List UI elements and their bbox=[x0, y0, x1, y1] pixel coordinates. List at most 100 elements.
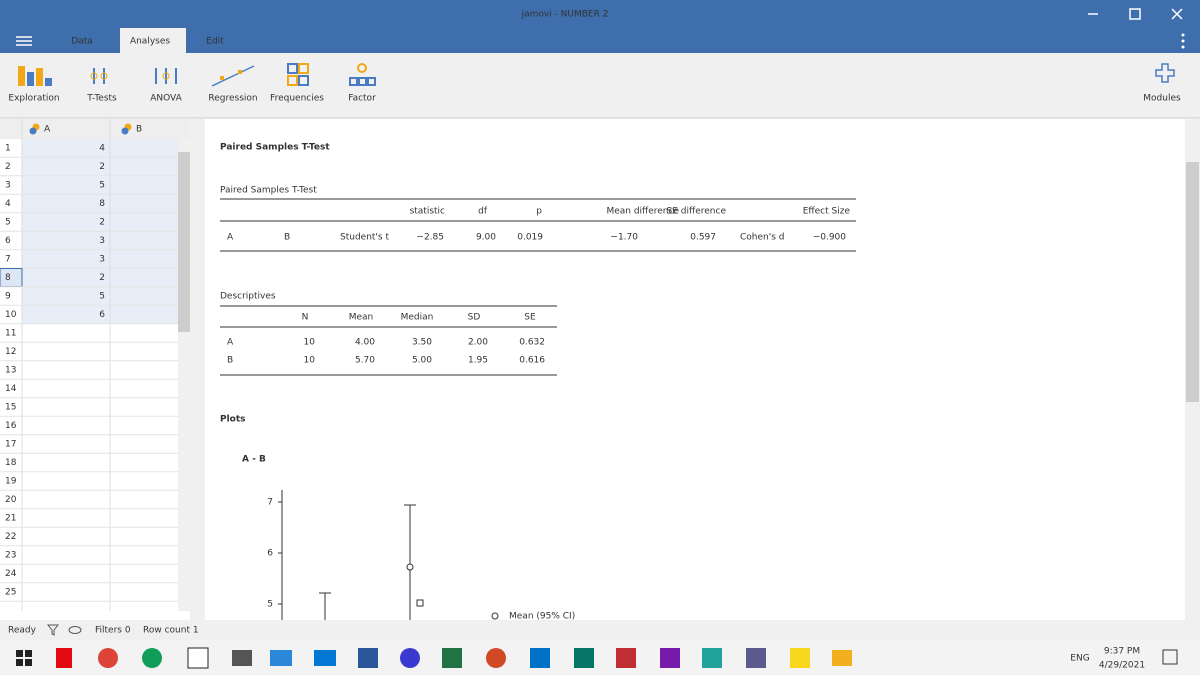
column-header: df bbox=[478, 207, 488, 217]
legend-symbol bbox=[491, 612, 499, 620]
table-cell: 4.00 bbox=[355, 338, 375, 348]
cell: 6 bbox=[99, 310, 105, 320]
plot-title: A - B bbox=[242, 455, 266, 465]
results-scroll-thumb[interactable] bbox=[1186, 162, 1199, 402]
table-cell: A bbox=[227, 233, 234, 243]
results-title: Paired Samples T-Test bbox=[220, 143, 330, 153]
row-number: 4 bbox=[5, 199, 11, 209]
column-header: SE difference bbox=[667, 207, 727, 217]
taskbar-icons[interactable] bbox=[16, 647, 1178, 669]
row-number: 2 bbox=[5, 162, 11, 172]
row-number: 8 bbox=[5, 273, 11, 283]
table-cell: Student's t bbox=[340, 233, 389, 243]
row-number: 12 bbox=[5, 347, 16, 357]
cell: 5 bbox=[99, 181, 105, 191]
row-number: 15 bbox=[5, 403, 16, 413]
toolbar-label[interactable]: Modules bbox=[1143, 94, 1181, 104]
maximize[interactable] bbox=[1129, 8, 1141, 20]
row-number: 14 bbox=[5, 384, 17, 394]
mean-point bbox=[406, 563, 414, 571]
row-number: 1 bbox=[5, 144, 11, 154]
tab[interactable]: Data bbox=[71, 37, 93, 47]
table-cell: 10 bbox=[304, 338, 316, 348]
toolbar-icons bbox=[18, 63, 1175, 87]
taskbar bbox=[0, 640, 1200, 675]
tab[interactable]: Analyses bbox=[130, 37, 170, 47]
window-controls[interactable] bbox=[16, 8, 1183, 46]
cell: 2 bbox=[99, 162, 105, 172]
close[interactable] bbox=[1171, 8, 1183, 20]
cell: 8 bbox=[99, 199, 105, 209]
column-name: B bbox=[136, 125, 142, 135]
table-cell: A bbox=[227, 338, 234, 348]
clock: 9:37 PM bbox=[1104, 647, 1140, 657]
table-cell: B bbox=[227, 356, 233, 366]
row-number: 25 bbox=[5, 588, 16, 598]
row-number: 13 bbox=[5, 366, 16, 376]
column-header: statistic bbox=[410, 207, 445, 217]
filter-icon bbox=[46, 624, 60, 636]
toolbar-label[interactable]: Factor bbox=[348, 94, 376, 104]
toolbar-label[interactable]: Frequencies bbox=[270, 94, 324, 104]
row-number: 19 bbox=[5, 477, 17, 487]
table-cell: 10 bbox=[304, 356, 316, 366]
column-name: A bbox=[44, 125, 51, 135]
row-number: 5 bbox=[5, 218, 11, 228]
tab[interactable]: Edit bbox=[206, 37, 224, 47]
row-number: 3 bbox=[5, 181, 11, 191]
table-cell: −1.70 bbox=[610, 233, 638, 243]
window-title: jamovi - NUMBER 2 bbox=[521, 10, 609, 20]
column-icon bbox=[29, 127, 37, 135]
table-caption: Paired Samples T-Test bbox=[220, 186, 317, 196]
active-tab[interactable] bbox=[120, 28, 186, 53]
row-number: 7 bbox=[5, 255, 11, 265]
toolbar-label[interactable]: T-Tests bbox=[86, 94, 117, 104]
column-icon bbox=[121, 127, 129, 135]
row-number: 11 bbox=[5, 329, 16, 339]
menu[interactable] bbox=[16, 36, 32, 46]
status-text: Ready bbox=[8, 626, 37, 636]
row-number: 6 bbox=[5, 236, 11, 246]
column-header: Median bbox=[401, 313, 434, 323]
table-cell: B bbox=[284, 233, 290, 243]
toolbar-label[interactable]: Regression bbox=[208, 94, 257, 104]
row-number: 10 bbox=[5, 310, 17, 320]
cell: 2 bbox=[99, 218, 105, 228]
toolbar-label[interactable]: ANOVA bbox=[150, 94, 182, 104]
section-title: Plots bbox=[220, 415, 246, 425]
column-header: SD bbox=[468, 313, 481, 323]
column-header: N bbox=[302, 313, 309, 323]
scroll-thumb[interactable] bbox=[178, 152, 190, 332]
point bbox=[416, 599, 424, 607]
title-bar bbox=[0, 0, 1200, 53]
y-tick-label: 6 bbox=[267, 549, 273, 559]
table-cell: −0.900 bbox=[813, 233, 847, 243]
toolbar bbox=[0, 53, 1200, 118]
table-cell: −2.85 bbox=[416, 233, 444, 243]
table-cell: 9.00 bbox=[476, 233, 496, 243]
more[interactable] bbox=[1181, 33, 1185, 49]
visibility-icon bbox=[68, 626, 82, 634]
status-text: Filters 0 bbox=[95, 626, 131, 636]
column-header: Effect Size bbox=[803, 207, 851, 217]
row-number: 22 bbox=[5, 532, 16, 542]
toolbar-label[interactable]: Exploration bbox=[8, 94, 59, 104]
status-bar bbox=[0, 620, 1200, 640]
cell: 2 bbox=[99, 273, 105, 283]
column-header: SE bbox=[524, 313, 536, 323]
table-cell: 5.70 bbox=[355, 356, 375, 366]
splitter[interactable] bbox=[190, 119, 205, 620]
table-cell: 5.00 bbox=[412, 356, 432, 366]
cell: 4 bbox=[99, 144, 105, 154]
row-number: 20 bbox=[5, 495, 17, 505]
table-cell: Cohen's d bbox=[740, 233, 784, 243]
table-cell: 0.019 bbox=[517, 233, 543, 243]
column-header: Mean difference bbox=[606, 207, 679, 217]
table-cell: 3.50 bbox=[412, 338, 432, 348]
cell: 5 bbox=[99, 292, 105, 302]
row-number: 9 bbox=[5, 292, 11, 302]
column-header: p bbox=[536, 207, 542, 217]
y-tick-label: 5 bbox=[267, 600, 273, 610]
status-text: Row count 1 bbox=[143, 626, 199, 636]
